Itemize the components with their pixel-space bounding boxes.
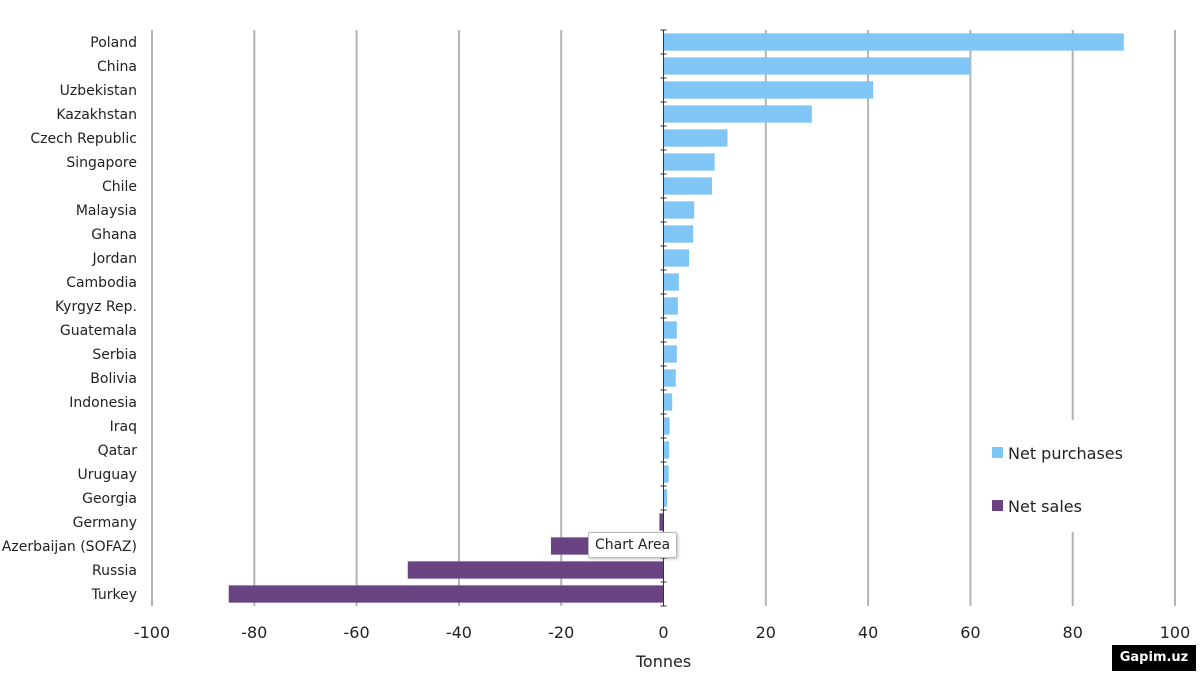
bar <box>663 297 678 315</box>
category-label: Qatar <box>98 443 138 459</box>
gridlines <box>151 30 1176 606</box>
x-tick-label: 60 <box>960 623 980 642</box>
bar <box>228 585 664 603</box>
chart-area-tooltip: Chart Area <box>588 532 678 558</box>
bar <box>663 225 694 243</box>
legend-background <box>978 420 1174 532</box>
legend-label: Net purchases <box>1008 444 1123 463</box>
bar <box>663 441 670 459</box>
bar <box>663 249 690 267</box>
category-label: China <box>97 59 137 75</box>
category-label: Serbia <box>92 347 137 363</box>
x-tick-label: -60 <box>344 623 370 642</box>
bar <box>659 513 664 531</box>
x-tick-labels: -100 -80 -60 -40 -20 0 20 40 60 80 100 <box>134 623 1190 642</box>
category-label: Guatemala <box>60 323 137 339</box>
bar <box>663 393 673 411</box>
category-label: Azerbaijan (SOFAZ) <box>2 539 137 555</box>
x-tick-label: -100 <box>134 623 170 642</box>
category-label: Singapore <box>66 155 137 171</box>
bar <box>663 369 676 387</box>
bar <box>663 153 715 171</box>
bar <box>663 465 669 483</box>
category-label: Kyrgyz Rep. <box>55 299 137 315</box>
x-tick-label: 20 <box>756 623 776 642</box>
bar <box>663 177 713 195</box>
bar <box>663 81 874 99</box>
category-label: Jordan <box>91 251 137 267</box>
category-label: Bolivia <box>90 371 137 387</box>
legend-swatch <box>992 447 1003 458</box>
bar <box>663 273 679 291</box>
bar <box>663 33 1124 51</box>
x-tick-label: -40 <box>446 623 472 642</box>
category-label: Kazakhstan <box>56 107 137 123</box>
x-tick-label: 80 <box>1063 623 1083 642</box>
bar <box>663 57 971 75</box>
category-label: Cambodia <box>66 275 137 291</box>
category-label: Poland <box>90 35 137 51</box>
y-axis <box>660 29 667 607</box>
x-tick-label: -20 <box>548 623 574 642</box>
category-label: Uruguay <box>78 467 138 483</box>
category-label: Czech Republic <box>30 131 137 147</box>
x-tick-label: -80 <box>241 623 267 642</box>
bar <box>663 345 677 363</box>
bar <box>663 417 670 435</box>
bar <box>663 321 677 339</box>
watermark: Gapim.uz <box>1112 645 1196 671</box>
bar <box>663 129 728 147</box>
category-label: Indonesia <box>69 395 137 411</box>
bar <box>663 105 812 123</box>
x-tick-label: 0 <box>658 623 668 642</box>
bar <box>407 561 664 579</box>
category-label: Uzbekistan <box>60 83 137 99</box>
category-labels: Poland China Uzbekistan Kazakhstan Czech Rep… <box>2 35 137 603</box>
x-tick-label: 40 <box>858 623 878 642</box>
legend-label: Net sales <box>1008 497 1082 516</box>
category-label: Germany <box>73 515 137 531</box>
category-label: Georgia <box>82 491 137 507</box>
category-label: Iraq <box>110 419 137 435</box>
bar <box>663 201 695 219</box>
bar <box>663 489 668 507</box>
legend-swatch <box>992 500 1003 511</box>
category-label: Chile <box>102 179 137 195</box>
category-label: Ghana <box>91 227 137 243</box>
category-label: Russia <box>92 563 137 579</box>
legend: Net purchases Net sales <box>978 420 1174 532</box>
category-label: Malaysia <box>76 203 137 219</box>
x-tick-label: 100 <box>1160 623 1191 642</box>
x-axis-title: Tonnes <box>635 652 691 671</box>
category-label: Turkey <box>90 587 137 603</box>
